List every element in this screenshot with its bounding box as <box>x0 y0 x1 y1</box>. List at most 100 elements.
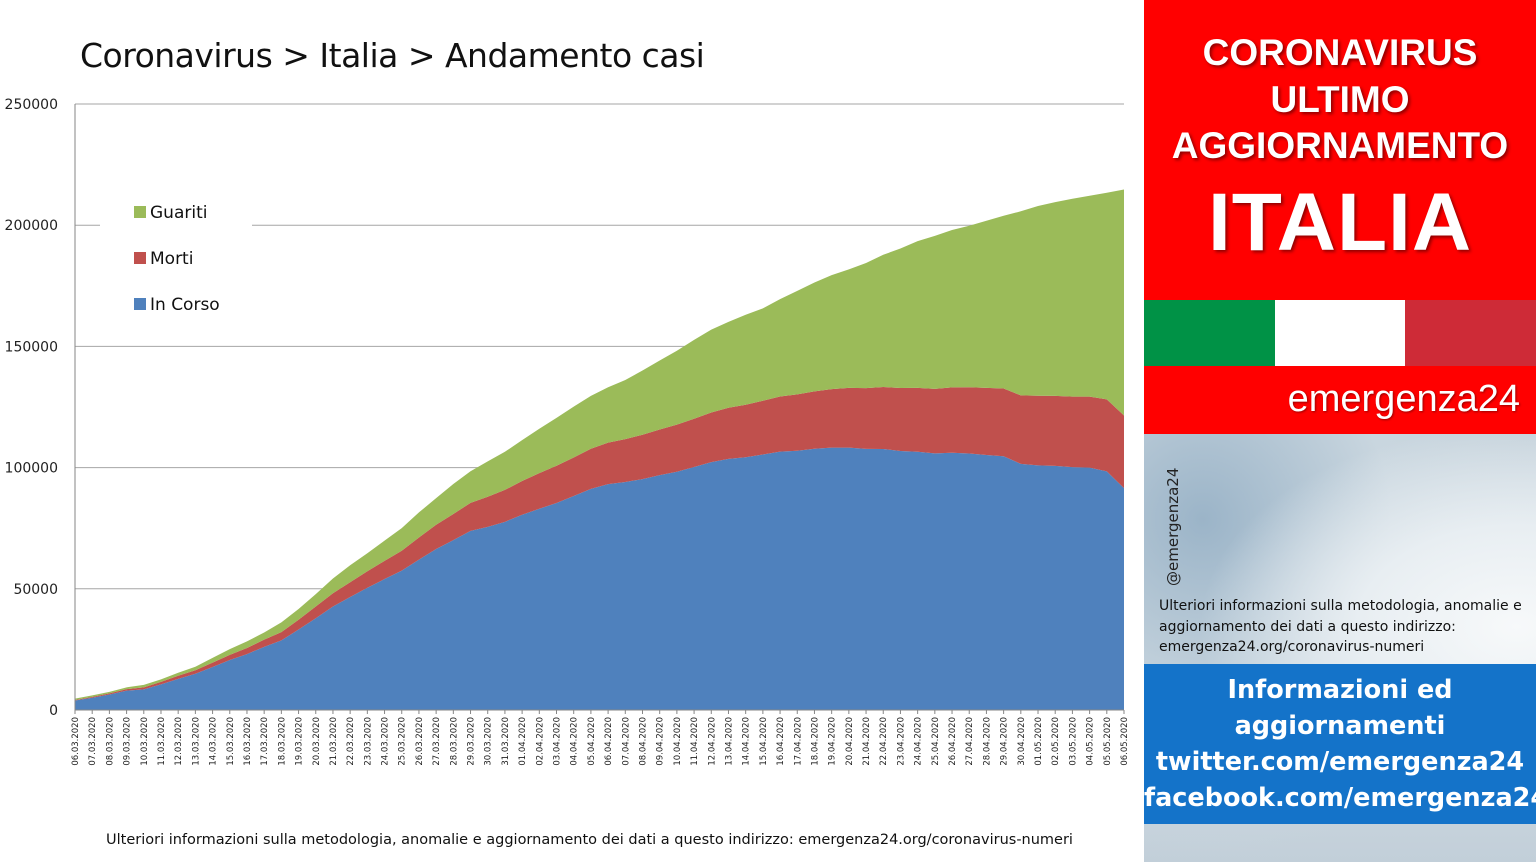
x-tick-label: 04.04.2020 <box>570 717 580 766</box>
x-tick-label: 29.04.2020 <box>1000 717 1010 766</box>
x-tick-label: 27.03.2020 <box>432 717 442 766</box>
banner-line-1: CORONAVIRUS <box>1202 32 1478 73</box>
info-line-2: aggiornamenti <box>1234 711 1446 741</box>
x-tick-label: 21.03.2020 <box>329 717 339 766</box>
x-tick-label: 26.03.2020 <box>415 717 425 766</box>
info-box: Informazioni ed aggiornamenti twitter.co… <box>1144 664 1536 824</box>
legend-label: Morti <box>150 249 193 269</box>
x-tick-label: 25.03.2020 <box>398 717 408 766</box>
x-tick-label: 17.04.2020 <box>793 717 803 766</box>
series-area-guariti <box>75 189 1124 700</box>
side-footnote: Ulteriori informazioni sulla metodologia… <box>1159 598 1522 655</box>
y-tick-label: 0 <box>49 703 58 719</box>
x-tick-label: 07.03.2020 <box>88 717 98 766</box>
y-tick-label: 200000 <box>5 218 58 234</box>
side-panel: CORONAVIRUS ULTIMO AGGIORNAMENTO ITALIA … <box>1144 0 1536 862</box>
x-tick-label: 01.04.2020 <box>518 717 528 766</box>
x-tick-label: 15.04.2020 <box>759 717 769 766</box>
x-tick-label: 11.03.2020 <box>157 717 167 766</box>
country-label: ITALIA <box>1207 177 1473 268</box>
x-tick-label: 29.03.2020 <box>467 717 477 766</box>
y-tick-label: 50000 <box>13 582 58 598</box>
legend-label: In Corso <box>150 295 220 315</box>
series-area-morti <box>75 387 1124 701</box>
x-tick-label: 19.04.2020 <box>828 717 838 766</box>
x-tick-label: 16.03.2020 <box>243 717 253 766</box>
x-tick-label: 06.04.2020 <box>604 717 614 766</box>
x-tick-label: 16.04.2020 <box>776 717 786 766</box>
x-tick-label: 13.04.2020 <box>724 717 734 766</box>
x-tick-label: 20.04.2020 <box>845 717 855 766</box>
x-tick-label: 03.04.2020 <box>553 717 563 766</box>
x-tick-label: 10.04.2020 <box>673 717 683 766</box>
x-tick-label: 22.03.2020 <box>346 717 356 766</box>
x-tick-label: 23.04.2020 <box>896 717 906 766</box>
legend-box <box>100 195 252 325</box>
x-tick-label: 24.03.2020 <box>381 717 391 766</box>
x-tick-label: 14.03.2020 <box>209 717 219 766</box>
x-tick-label: 05.05.2020 <box>1103 717 1113 766</box>
y-tick-label: 100000 <box>5 461 58 477</box>
x-tick-label: 23.03.2020 <box>363 717 373 766</box>
legend-swatch-guariti <box>134 206 146 218</box>
twitter-link[interactable]: twitter.com/emergenza24 <box>1155 747 1525 777</box>
x-tick-label: 28.04.2020 <box>982 717 992 766</box>
italian-flag <box>1144 300 1536 366</box>
facebook-link[interactable]: facebook.com/emergenza24 <box>1144 783 1536 813</box>
x-tick-label: 17.03.2020 <box>260 717 270 766</box>
background-photo: @emergenza24 Ulteriori informazioni sull… <box>1144 434 1536 862</box>
brand-bar: emergenza24 <box>1144 366 1536 434</box>
x-tick-label: 08.04.2020 <box>638 717 648 766</box>
legend-swatch-in-corso <box>134 298 146 310</box>
x-tick-label: 10.03.2020 <box>140 717 150 766</box>
legend-label: Guariti <box>150 203 207 223</box>
banner-line-2: ULTIMO <box>1270 79 1410 120</box>
x-tick-label: 07.04.2020 <box>621 717 631 766</box>
y-tick-label: 250000 <box>5 97 58 113</box>
x-tick-label: 05.04.2020 <box>587 717 597 766</box>
x-tick-label: 02.04.2020 <box>535 717 545 766</box>
brand-name: emergenza24 <box>1287 378 1520 420</box>
social-handle: @emergenza24 <box>1164 467 1182 586</box>
x-tick-label: 22.04.2020 <box>879 717 889 766</box>
x-tick-label: 09.03.2020 <box>123 717 133 766</box>
x-tick-label: 31.03.2020 <box>501 717 511 766</box>
flag-green-band <box>1144 300 1275 366</box>
flag-white-band <box>1274 300 1406 366</box>
legend-swatch-morti <box>134 252 146 264</box>
x-tick-label: 13.03.2020 <box>191 717 201 766</box>
x-tick-label: 18.04.2020 <box>810 717 820 766</box>
x-tick-label: 06.03.2020 <box>71 717 81 766</box>
series-area-in-corso <box>75 447 1124 710</box>
x-tick-label: 09.04.2020 <box>656 717 666 766</box>
x-tick-label: 30.03.2020 <box>484 717 494 766</box>
x-tick-label: 03.05.2020 <box>1068 717 1078 766</box>
x-tick-label: 08.03.2020 <box>105 717 115 766</box>
x-tick-label: 11.04.2020 <box>690 717 700 766</box>
x-tick-label: 06.05.2020 <box>1120 717 1130 766</box>
x-tick-label: 26.04.2020 <box>948 717 958 766</box>
footnote: Ulteriori informazioni sulla metodologia… <box>106 832 1073 848</box>
stacked-area-chart: 0 50000 100000 150000 200000 250000 06.03.2020… <box>5 97 1130 766</box>
update-banner: CORONAVIRUS ULTIMO AGGIORNAMENTO ITALIA <box>1144 0 1536 300</box>
x-tick-label: 30.04.2020 <box>1017 717 1027 766</box>
chart-title: Coronavirus > Italia > Andamento casi <box>80 36 705 75</box>
x-tick-label: 12.03.2020 <box>174 717 184 766</box>
x-tick-label: 14.04.2020 <box>742 717 752 766</box>
y-tick-label: 150000 <box>5 339 58 355</box>
x-tick-label: 20.03.2020 <box>312 717 322 766</box>
x-tick-label: 01.05.2020 <box>1034 717 1044 766</box>
x-tick-label: 12.04.2020 <box>707 717 717 766</box>
x-tick-label: 18.03.2020 <box>277 717 287 766</box>
x-tick-label: 15.03.2020 <box>226 717 236 766</box>
x-tick-label: 27.04.2020 <box>965 717 975 766</box>
flag-red-band <box>1405 300 1536 366</box>
x-tick-label: 02.05.2020 <box>1051 717 1061 766</box>
x-tick-label: 25.04.2020 <box>931 717 941 766</box>
info-line-1: Informazioni ed <box>1227 675 1453 705</box>
x-tick-label: 19.03.2020 <box>295 717 305 766</box>
x-tick-label: 04.05.2020 <box>1086 717 1096 766</box>
x-tick-label: 24.04.2020 <box>914 717 924 766</box>
banner-line-3: AGGIORNAMENTO <box>1171 125 1509 166</box>
